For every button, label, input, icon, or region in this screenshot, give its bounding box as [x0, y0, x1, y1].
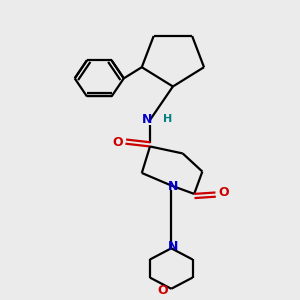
Text: O: O — [158, 284, 168, 297]
Text: N: N — [168, 180, 178, 194]
Text: H: H — [164, 114, 172, 124]
Text: O: O — [218, 186, 229, 199]
Text: O: O — [112, 136, 123, 149]
Text: N: N — [168, 240, 178, 254]
Text: N: N — [142, 113, 152, 127]
